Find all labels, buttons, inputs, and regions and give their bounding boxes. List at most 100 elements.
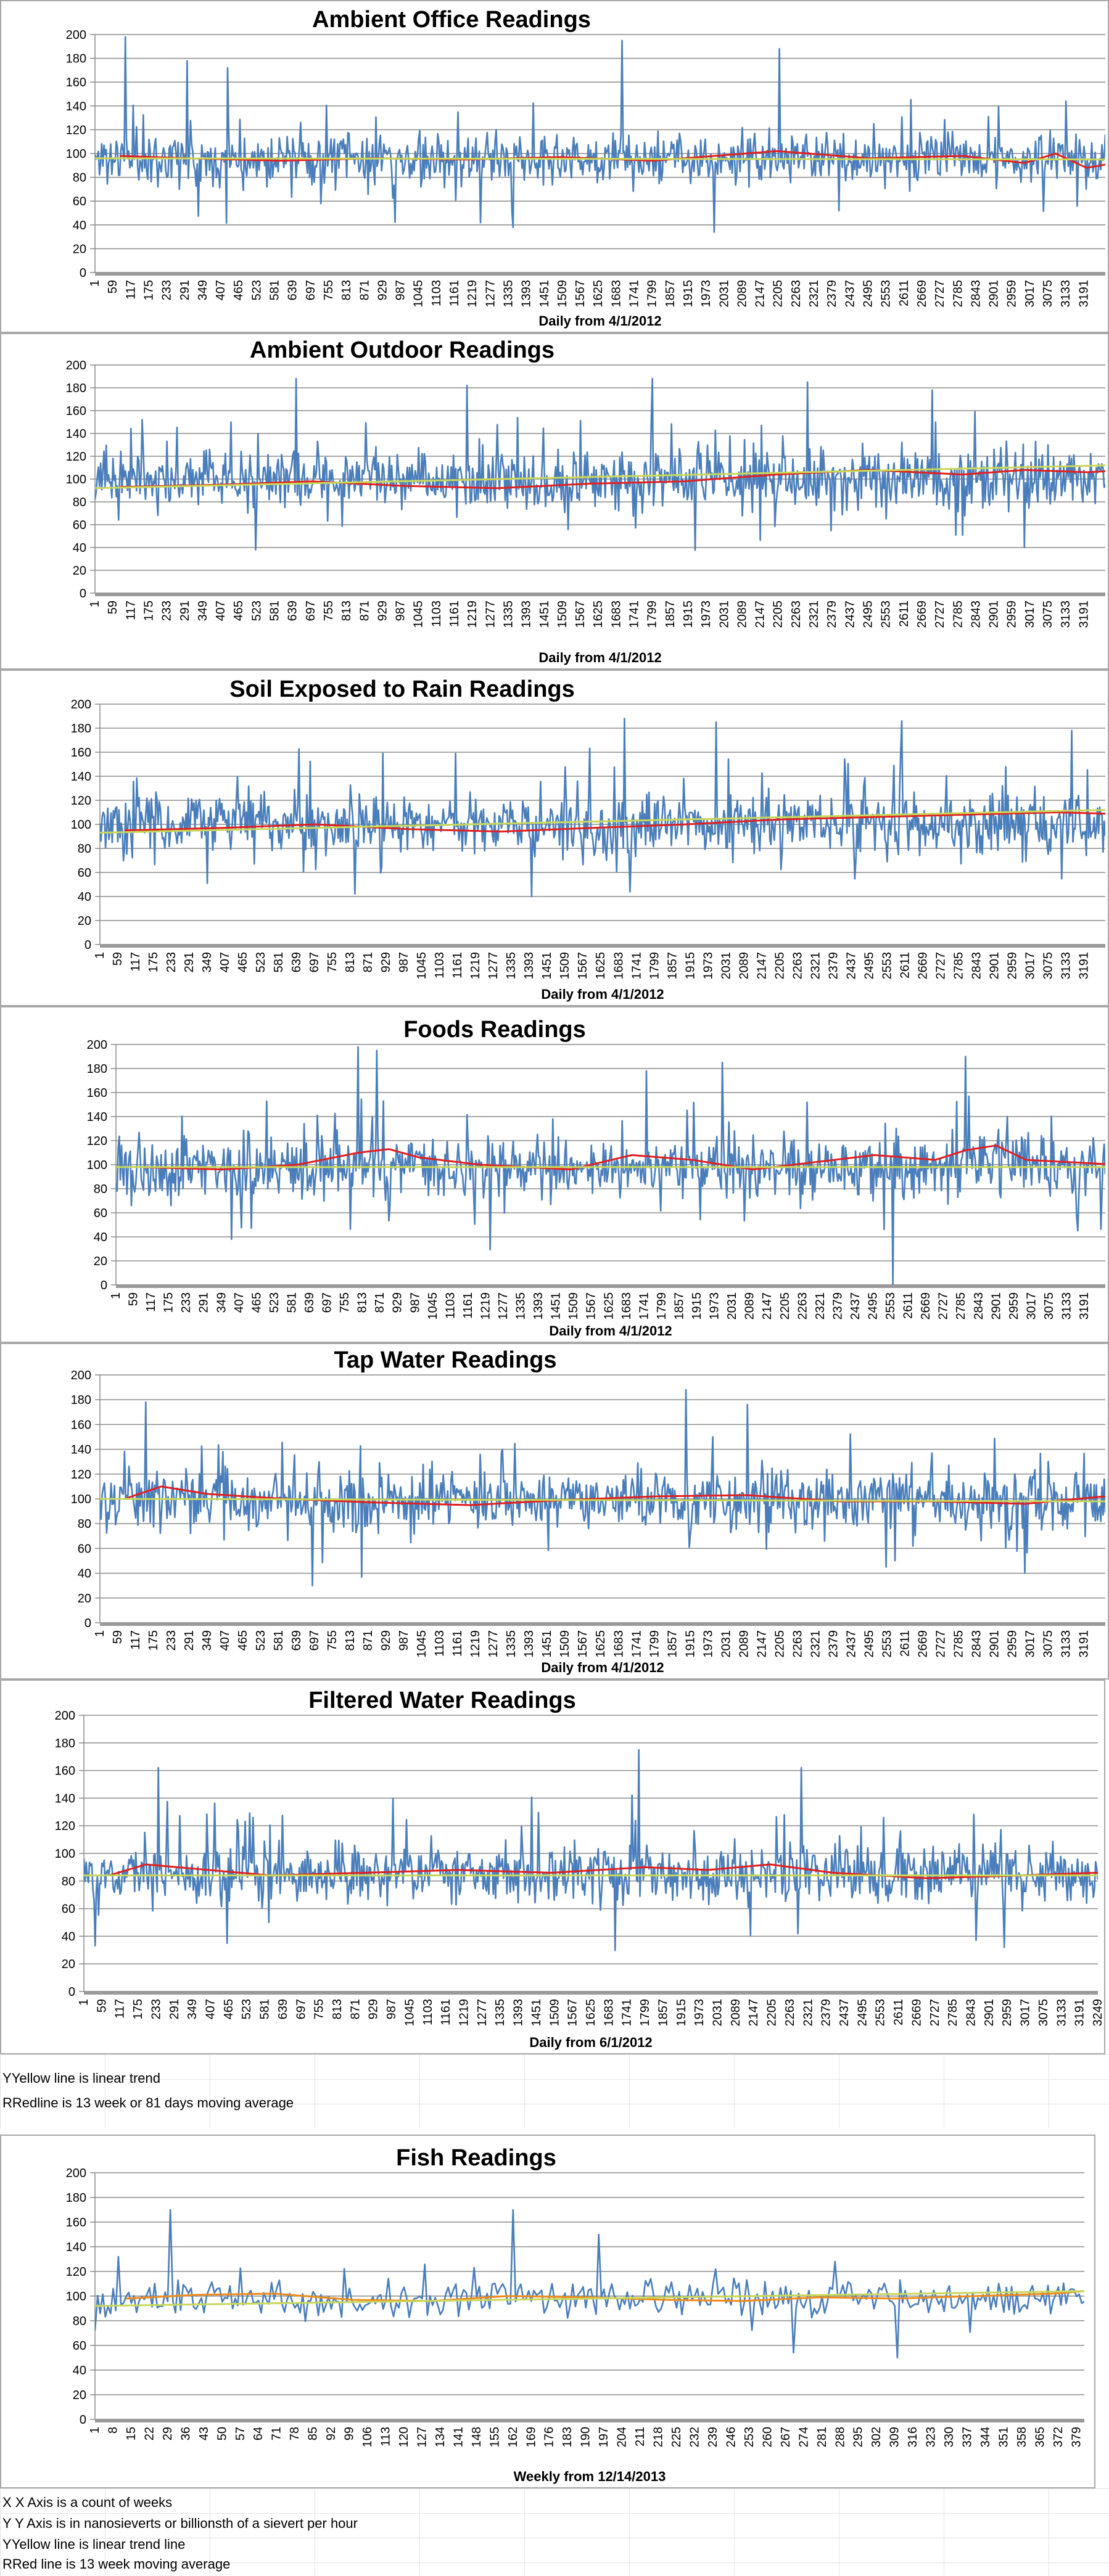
x-tick-label: 407 bbox=[218, 952, 232, 972]
x-tick-label: 288 bbox=[833, 2427, 847, 2447]
x-tick-label: 349 bbox=[215, 1292, 228, 1313]
x-tick-label: 407 bbox=[214, 601, 228, 621]
x-tick-label: 1 bbox=[88, 2427, 102, 2434]
x-tick-label: 929 bbox=[379, 952, 393, 972]
x-tick-label: 3249 bbox=[1091, 1999, 1105, 2027]
readings-series-line bbox=[95, 377, 1105, 551]
y-tick-label: 160 bbox=[71, 1418, 91, 1432]
y-tick-label: 200 bbox=[66, 28, 86, 42]
x-tick-label: 2901 bbox=[987, 1630, 1001, 1658]
x-tick-label: 3191 bbox=[1073, 1999, 1087, 2027]
y-tick-label: 200 bbox=[66, 2167, 86, 2180]
x-tick-label: 2959 bbox=[1000, 1999, 1014, 2027]
note-prefix: X bbox=[2, 2495, 12, 2510]
y-tick-label: 120 bbox=[66, 450, 86, 464]
x-tick-label: 3075 bbox=[1041, 601, 1055, 628]
x-tick-label: 581 bbox=[268, 601, 282, 621]
x-tick-label: 2901 bbox=[987, 280, 1001, 308]
x-tick-label: 117 bbox=[113, 1999, 127, 2019]
y-tick-label: 0 bbox=[68, 1985, 75, 1999]
x-tick-label: 2727 bbox=[937, 1292, 950, 1320]
y-tick-label: 40 bbox=[78, 890, 91, 904]
y-tick-label: 120 bbox=[66, 2265, 86, 2279]
x-tick-label: 1625 bbox=[602, 1292, 616, 1320]
x-tick-label: 3133 bbox=[1059, 1630, 1073, 1658]
x-tick-label: 1335 bbox=[501, 280, 515, 308]
x-tick-label: 465 bbox=[250, 1292, 263, 1313]
x-tick-label: 175 bbox=[142, 601, 155, 621]
y-tick-label: 200 bbox=[71, 1369, 91, 1382]
x-tick-label: 987 bbox=[408, 1292, 422, 1313]
x-tick-label: 2205 bbox=[778, 1292, 792, 1320]
chart-panel: Tap Water Readings 0 20 40 60 80 100 120 140 160 1… bbox=[0, 1343, 1109, 1680]
x-tick-label: 2321 bbox=[809, 1630, 822, 1658]
x-tick-label: 1683 bbox=[602, 1999, 616, 2027]
x-tick-label: 175 bbox=[162, 1292, 176, 1313]
x-tick-label: 871 bbox=[358, 280, 371, 300]
x-tick-label: 987 bbox=[394, 280, 408, 300]
x-tick-label: 1277 bbox=[487, 1630, 500, 1658]
y-tick-label: 40 bbox=[94, 1231, 107, 1244]
x-tick-label: 697 bbox=[308, 952, 321, 972]
y-tick-label: 180 bbox=[66, 382, 86, 395]
x-tick-label: 871 bbox=[361, 1630, 375, 1651]
x-tick-label: 1451 bbox=[540, 952, 554, 980]
x-tick-label: 2437 bbox=[844, 1630, 858, 1658]
x-tick-label: 3133 bbox=[1055, 1999, 1068, 2027]
y-tick-label: 20 bbox=[73, 564, 86, 578]
x-tick-label: 232 bbox=[688, 2427, 702, 2447]
x-tick-label: 929 bbox=[376, 601, 389, 621]
x-tick-label: 2959 bbox=[1005, 601, 1019, 628]
x-axis-label: Daily from 6/1/2012 bbox=[529, 2035, 652, 2050]
x-tick-label: 1741 bbox=[628, 601, 641, 628]
x-tick-label: 2437 bbox=[844, 952, 858, 980]
x-tick-label: 2147 bbox=[754, 280, 767, 308]
y-tick-label: 20 bbox=[62, 1958, 75, 1971]
y-tick-label: 0 bbox=[85, 938, 91, 952]
x-tick-label: 2321 bbox=[801, 1999, 815, 2027]
x-tick-label: 291 bbox=[178, 601, 192, 621]
x-tick-label: 2437 bbox=[843, 280, 857, 308]
y-tick-label: 60 bbox=[73, 195, 86, 208]
x-tick-label: 2263 bbox=[789, 601, 803, 628]
x-tick-label: 2089 bbox=[743, 1292, 757, 1320]
note-text: X Axis is a count of weeks bbox=[15, 2495, 173, 2510]
x-tick-label: 2089 bbox=[735, 601, 749, 628]
x-tick-label: 59 bbox=[111, 1630, 125, 1644]
x-tick-label: 1857 bbox=[664, 601, 677, 628]
x-tick-label: 639 bbox=[276, 1999, 290, 2019]
x-tick-label: 2205 bbox=[773, 1630, 786, 1658]
x-tick-label: 349 bbox=[200, 952, 214, 972]
x-tick-label: 2669 bbox=[915, 280, 929, 308]
y-tick-label: 140 bbox=[55, 1792, 75, 1805]
x-tick-label: 225 bbox=[670, 2427, 683, 2447]
x-tick-label: 2379 bbox=[827, 952, 840, 980]
x-tick-label: 1045 bbox=[415, 952, 429, 980]
chart-title: Ambient Outdoor Readings bbox=[250, 337, 554, 363]
x-axis-label: Daily from 4/1/2012 bbox=[538, 313, 661, 329]
x-tick-label: 2263 bbox=[791, 952, 804, 980]
x-tick-label: 2611 bbox=[898, 952, 912, 978]
y-tick-label: 100 bbox=[71, 818, 91, 832]
note-text: Red line is 13 week moving average bbox=[12, 2556, 231, 2572]
x-tick-label: 523 bbox=[254, 1630, 268, 1651]
x-tick-label: 697 bbox=[321, 1292, 334, 1313]
x-tick-label: 1103 bbox=[430, 601, 443, 627]
x-tick-label: 1103 bbox=[433, 952, 447, 978]
readings-series-line bbox=[95, 36, 1105, 233]
x-tick-label: 1277 bbox=[484, 601, 497, 628]
x-tick-label: 1335 bbox=[501, 601, 515, 628]
x-axis bbox=[84, 1991, 1098, 1995]
y-tick-label: 200 bbox=[55, 1709, 75, 1723]
note-x-axis: X X Axis is a count of weeks bbox=[2, 2495, 172, 2511]
x-tick-label: 2205 bbox=[765, 1999, 779, 2027]
x-tick-label: 1219 bbox=[458, 1999, 471, 2027]
x-axis-label: Daily from 4/1/2012 bbox=[541, 987, 664, 1002]
x-tick-label: 1683 bbox=[612, 952, 625, 980]
note-text: Redline is 13 week or 81 days moving ave… bbox=[12, 2095, 294, 2110]
y-tick-label: 0 bbox=[85, 1617, 91, 1630]
x-tick-label: 3017 bbox=[1023, 1630, 1037, 1658]
x-tick-label: 233 bbox=[179, 1292, 193, 1313]
x-tick-label: 2611 bbox=[898, 1630, 912, 1657]
x-tick-label: 465 bbox=[232, 280, 245, 300]
